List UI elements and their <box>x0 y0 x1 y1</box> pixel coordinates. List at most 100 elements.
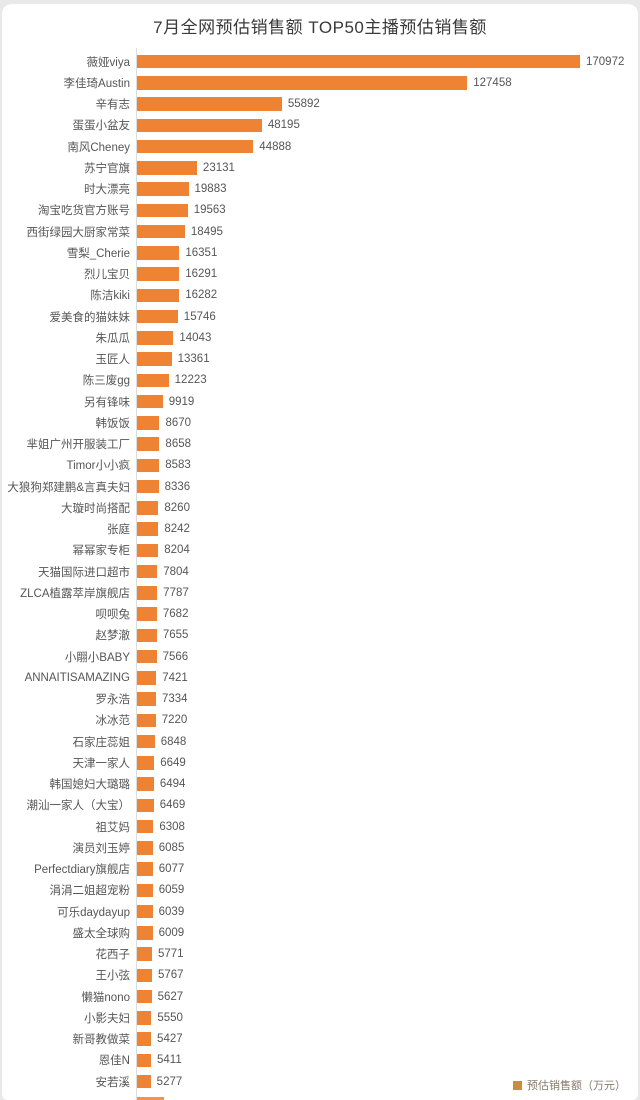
category-label: 辛有志 <box>95 99 131 112</box>
bar-row: 小影夫妇 5550 <box>2 1007 638 1028</box>
bar <box>137 713 156 728</box>
category-label: 陈三废gg <box>82 375 130 388</box>
category-label: 陈洁kiki <box>90 290 130 303</box>
bar <box>137 522 159 536</box>
category-label: 赵梦澈 <box>95 630 131 643</box>
bar-row: 苏宁官旗 23131 <box>2 157 638 178</box>
bar-row: 南风Cheney 44888 <box>2 136 638 157</box>
category-label: 盛太全球购 <box>72 927 131 940</box>
bar <box>137 394 163 409</box>
bar <box>137 926 153 940</box>
category-label: 另有锋味 <box>84 396 130 409</box>
bar <box>137 182 189 196</box>
category-label: ANNAITISAMAZING <box>24 671 130 684</box>
bar-row: 张庭 8242 <box>2 519 638 540</box>
category-label: 烈儿宝贝 <box>84 269 130 282</box>
category-label: 潮汕一家人（大宝） <box>26 800 131 813</box>
bar <box>137 437 160 451</box>
value-label: 13361 <box>177 353 210 366</box>
category-label: 冰冰范 <box>95 715 131 728</box>
value-label: 8204 <box>164 544 190 557</box>
category-label: 韩国媳妇大璐璐 <box>49 779 131 792</box>
bar-row: 天津一家人 6649 <box>2 752 638 773</box>
bar-row: 淘宝吃货官方账号 19563 <box>2 200 638 221</box>
bar <box>137 331 174 345</box>
value-label: 6308 <box>159 820 185 833</box>
value-label: 8658 <box>165 438 192 451</box>
category-label: 新哥教做菜 <box>72 1034 131 1047</box>
bar-row: 陈三废gg 12223 <box>2 370 638 391</box>
bar <box>137 224 185 239</box>
legend-label: 预估销售额（万元） <box>527 1080 626 1092</box>
category-label: 淘宝吃货官方账号 <box>38 205 130 218</box>
bar-row: 韩饭饭 8670 <box>2 412 638 433</box>
bar <box>137 267 180 281</box>
bar-row: 蛋蛋小盆友 48195 <box>2 115 638 136</box>
bar-row: 盛太全球购 6009 <box>2 922 638 943</box>
category-label: 张庭 <box>107 524 130 537</box>
bar-row: 李佳琦Austin 127458 <box>2 72 638 93</box>
category-label: 雪梨_Cherie <box>66 247 130 260</box>
bar <box>137 1032 152 1046</box>
value-label: 8242 <box>164 523 190 536</box>
value-label: 6494 <box>159 778 186 791</box>
bar <box>137 1053 152 1068</box>
category-label: 呗呗兔 <box>95 609 131 622</box>
value-label: 18495 <box>190 225 223 238</box>
bar-row: 罗永浩 7334 <box>2 689 638 710</box>
value-label: 19883 <box>194 183 227 196</box>
bar <box>137 309 178 324</box>
value-label: 16351 <box>185 246 218 259</box>
value-label: 6848 <box>160 735 187 748</box>
value-label: 7566 <box>162 650 189 663</box>
category-label: 石家庄蕊姐 <box>72 736 131 749</box>
bar <box>137 161 197 175</box>
bar-row: 玉匠人 13361 <box>2 349 638 370</box>
value-label: 15746 <box>183 310 216 323</box>
bar <box>137 968 152 983</box>
chart-title: 7月全网预估销售额 TOP50主播预估销售额 <box>153 18 487 37</box>
value-label: 6059 <box>158 884 185 897</box>
category-label: 李佳琦Austin <box>63 77 130 90</box>
bar-row: 韩国媳妇大璐璐 6494 <box>2 774 638 795</box>
category-label: 大璇时尚搭配 <box>61 502 130 515</box>
bar-row: 王小弦 5767 <box>2 965 638 986</box>
bar <box>137 458 160 473</box>
bar <box>137 373 169 388</box>
bar-row: 大狼狗郑建鹏&言真夫妇 8336 <box>2 476 638 497</box>
value-label: 48195 <box>267 119 300 132</box>
category-label: 蛋蛋小盆友 <box>72 120 131 133</box>
value-label: 19563 <box>193 204 226 217</box>
value-label: 5411 <box>157 1054 182 1067</box>
bar <box>137 1011 152 1025</box>
bar <box>137 883 153 898</box>
value-label: 6649 <box>160 756 186 769</box>
value-label: 170972 <box>586 55 625 68</box>
bar <box>137 671 157 685</box>
bar <box>137 819 154 834</box>
category-label: 王小弦 <box>95 970 131 983</box>
bar-row: 呗呗兔 7682 <box>2 604 638 625</box>
value-label: 9919 <box>168 395 195 408</box>
value-label: 16291 <box>185 268 218 281</box>
bar-row: 烈儿宝贝 16291 <box>2 264 638 285</box>
bar <box>137 564 158 579</box>
value-label: 8583 <box>165 459 191 472</box>
bar-row: 时大漂亮 19883 <box>2 179 638 200</box>
bar <box>137 692 156 706</box>
category-label: 天猫国际进口超市 <box>38 566 130 579</box>
legend-swatch-icon <box>513 1080 522 1090</box>
value-label: 8670 <box>165 416 192 429</box>
bar <box>137 543 159 558</box>
category-label: 韩饭饭 <box>95 417 131 430</box>
value-label: 12223 <box>174 374 207 387</box>
category-label: 苏宁官旗 <box>84 162 130 175</box>
bar-row: 天猫国际进口超市 7804 <box>2 561 638 582</box>
bar-row: 朱瓜瓜 14043 <box>2 327 638 348</box>
bar <box>137 841 153 855</box>
value-label: 55892 <box>287 98 320 111</box>
bar-row: 大璇时尚搭配 8260 <box>2 497 638 518</box>
category-label: Perfectdiary旗舰店 <box>34 864 130 877</box>
category-label: 懒猫nono <box>81 991 130 1004</box>
category-label: 西街绿园大厨家常菜 <box>26 226 131 239</box>
